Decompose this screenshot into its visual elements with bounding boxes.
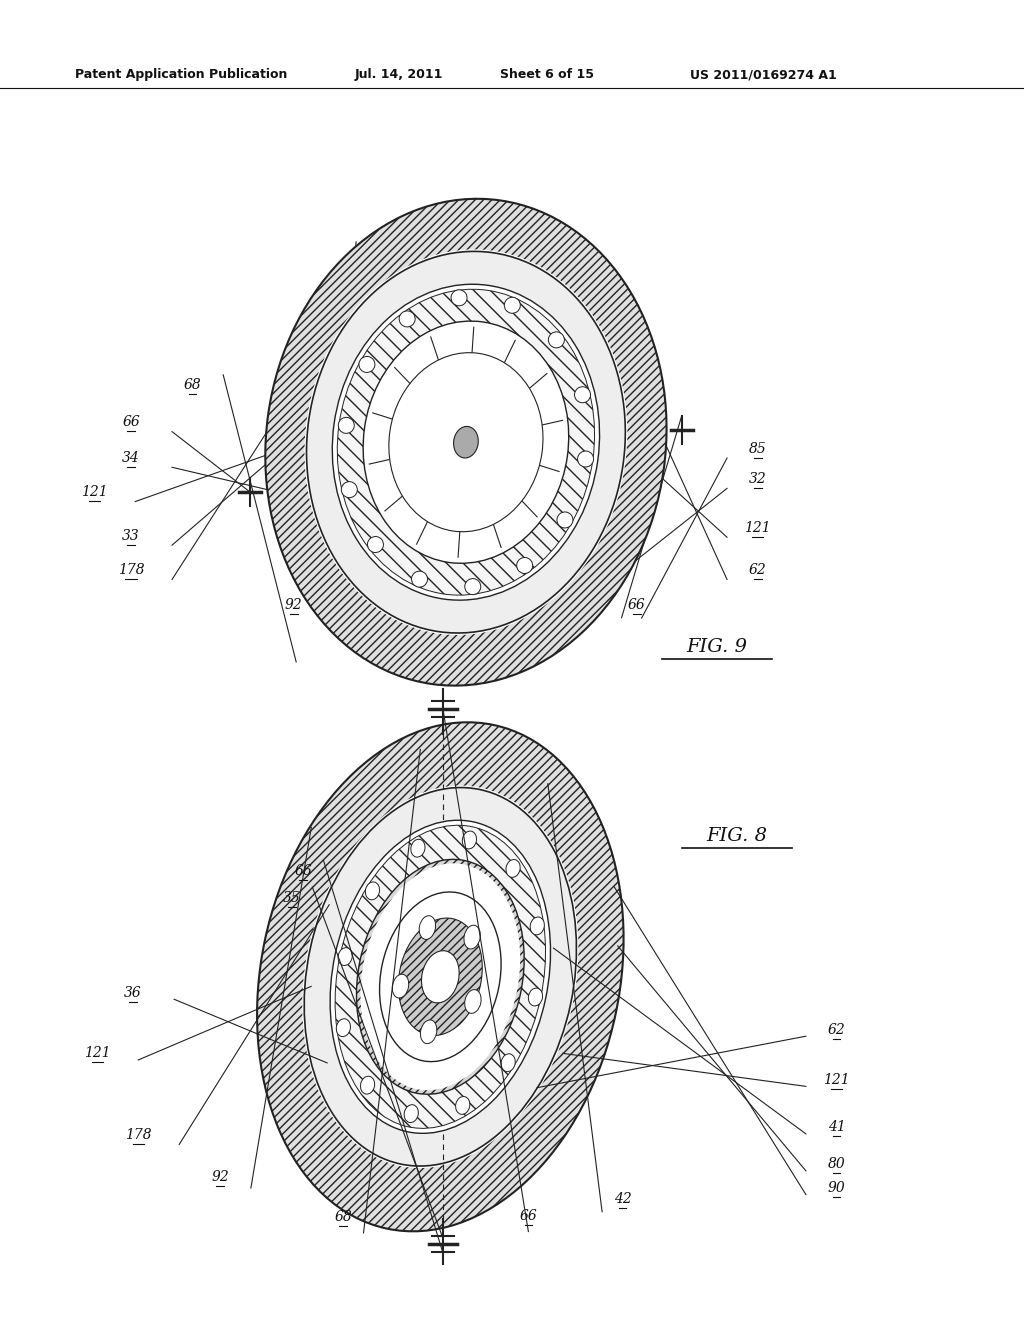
Text: 178: 178 [118,564,144,577]
Ellipse shape [337,289,595,595]
Ellipse shape [389,352,543,532]
Text: 36: 36 [124,986,142,999]
Ellipse shape [257,722,624,1232]
Ellipse shape [530,917,545,935]
Ellipse shape [412,572,428,587]
Text: 66: 66 [294,865,312,878]
Ellipse shape [456,1097,470,1114]
Text: 42: 42 [613,1192,632,1205]
Text: 121: 121 [81,486,108,499]
Text: 66: 66 [628,598,646,611]
Ellipse shape [465,578,481,594]
Ellipse shape [506,859,520,878]
Text: 80: 80 [827,1158,846,1171]
Ellipse shape [574,387,591,403]
Text: 68: 68 [183,379,202,392]
Ellipse shape [338,417,354,433]
Text: Jul. 14, 2011: Jul. 14, 2011 [355,69,443,81]
Ellipse shape [404,1105,419,1122]
Ellipse shape [356,859,524,1094]
Text: 121: 121 [744,521,771,535]
Ellipse shape [501,1053,515,1072]
Ellipse shape [368,536,383,553]
Ellipse shape [330,820,551,1134]
Ellipse shape [528,989,543,1006]
Ellipse shape [360,1076,375,1094]
Text: 32: 32 [749,473,767,486]
Ellipse shape [422,950,459,1003]
Text: US 2011/0169274 A1: US 2011/0169274 A1 [690,69,837,81]
Ellipse shape [392,974,409,998]
Ellipse shape [465,990,481,1014]
Ellipse shape [411,840,425,857]
Ellipse shape [335,825,546,1129]
Text: 35: 35 [283,891,301,904]
Ellipse shape [304,249,628,635]
Ellipse shape [517,557,532,573]
Ellipse shape [454,426,478,458]
Ellipse shape [336,1019,350,1036]
Ellipse shape [360,863,520,1090]
Text: 85: 85 [749,442,767,455]
Text: 66: 66 [122,416,140,429]
Text: 33: 33 [122,529,140,543]
Ellipse shape [380,892,501,1061]
Text: 90: 90 [827,1181,846,1195]
Ellipse shape [302,785,579,1168]
Ellipse shape [419,916,435,940]
Ellipse shape [366,882,380,900]
Text: 68: 68 [334,1210,352,1224]
Ellipse shape [306,251,626,634]
Text: 92: 92 [211,1171,229,1184]
Ellipse shape [578,451,594,467]
Text: FIG. 9: FIG. 9 [686,638,748,656]
Ellipse shape [338,948,352,965]
Ellipse shape [504,297,520,313]
Ellipse shape [549,331,564,348]
Ellipse shape [398,919,482,1035]
Text: 62: 62 [827,1023,846,1036]
Text: 34: 34 [122,451,140,465]
Ellipse shape [304,788,577,1166]
Text: 41: 41 [827,1121,846,1134]
Ellipse shape [364,321,568,564]
Ellipse shape [341,482,357,498]
Ellipse shape [332,284,600,601]
Text: FIG. 8: FIG. 8 [707,826,768,845]
Text: 121: 121 [84,1047,111,1060]
Ellipse shape [464,925,480,949]
Text: 62: 62 [749,564,767,577]
Ellipse shape [359,356,375,372]
Text: 92: 92 [285,598,303,611]
Text: 121: 121 [823,1073,850,1086]
Ellipse shape [451,290,467,306]
Text: Patent Application Publication: Patent Application Publication [75,69,288,81]
Ellipse shape [462,832,476,849]
Text: Sheet 6 of 15: Sheet 6 of 15 [500,69,594,81]
Ellipse shape [421,1020,437,1044]
Ellipse shape [399,312,415,327]
Text: 66: 66 [519,1209,538,1222]
Ellipse shape [265,199,667,685]
Text: 178: 178 [125,1129,152,1142]
Ellipse shape [557,512,572,528]
